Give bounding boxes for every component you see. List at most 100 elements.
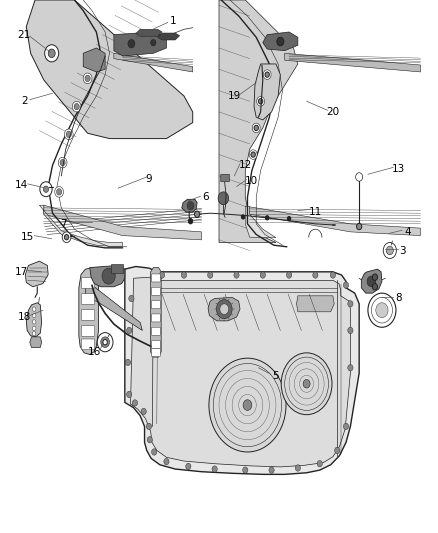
Polygon shape (90, 265, 125, 287)
Circle shape (32, 307, 36, 311)
Circle shape (159, 272, 165, 278)
Circle shape (348, 365, 353, 371)
Polygon shape (208, 297, 240, 321)
Circle shape (151, 39, 156, 46)
Circle shape (194, 211, 200, 217)
Polygon shape (44, 205, 201, 240)
Circle shape (343, 282, 349, 288)
Text: 20: 20 (326, 107, 339, 117)
Polygon shape (182, 199, 197, 212)
Polygon shape (83, 48, 105, 72)
FancyBboxPatch shape (81, 339, 95, 350)
Circle shape (32, 326, 36, 330)
FancyBboxPatch shape (152, 287, 160, 295)
Circle shape (286, 272, 292, 278)
Circle shape (241, 215, 245, 219)
Text: 1: 1 (170, 17, 177, 26)
Circle shape (97, 333, 113, 352)
Circle shape (101, 337, 110, 348)
Text: 14: 14 (14, 181, 28, 190)
Circle shape (252, 123, 260, 133)
Circle shape (127, 391, 132, 398)
Circle shape (343, 423, 349, 430)
Text: 6: 6 (202, 192, 209, 202)
Circle shape (243, 467, 248, 473)
Circle shape (55, 187, 64, 197)
Text: 4: 4 (404, 227, 411, 237)
Text: 2: 2 (21, 96, 28, 106)
FancyBboxPatch shape (81, 278, 95, 288)
Circle shape (83, 73, 92, 84)
Circle shape (386, 246, 393, 255)
Circle shape (43, 186, 49, 192)
Polygon shape (151, 268, 161, 357)
Circle shape (147, 437, 152, 443)
Circle shape (146, 423, 152, 430)
FancyBboxPatch shape (221, 174, 230, 182)
Circle shape (127, 327, 132, 334)
Text: 5: 5 (272, 371, 279, 381)
Circle shape (40, 182, 52, 197)
Circle shape (295, 465, 300, 471)
Circle shape (372, 284, 378, 290)
FancyBboxPatch shape (152, 314, 160, 322)
FancyBboxPatch shape (152, 327, 160, 335)
Circle shape (356, 173, 363, 181)
Text: 9: 9 (145, 174, 152, 183)
Polygon shape (85, 285, 142, 330)
Circle shape (128, 39, 135, 48)
Circle shape (209, 358, 286, 452)
Polygon shape (285, 53, 420, 72)
Circle shape (372, 274, 378, 280)
FancyBboxPatch shape (152, 349, 160, 357)
Circle shape (251, 152, 255, 157)
Circle shape (32, 320, 36, 324)
FancyBboxPatch shape (81, 326, 95, 336)
FancyBboxPatch shape (152, 274, 160, 282)
Circle shape (281, 353, 332, 415)
Polygon shape (263, 32, 298, 51)
Circle shape (335, 447, 340, 454)
Text: 19: 19 (228, 91, 241, 101)
Circle shape (152, 449, 157, 455)
Circle shape (303, 379, 310, 388)
Text: 8: 8 (395, 294, 402, 303)
Circle shape (376, 303, 388, 318)
Circle shape (249, 150, 257, 159)
Polygon shape (136, 29, 162, 36)
Text: 7: 7 (60, 219, 67, 229)
Polygon shape (26, 303, 42, 337)
Text: 17: 17 (14, 267, 28, 277)
Circle shape (368, 293, 396, 327)
Polygon shape (30, 337, 42, 348)
Text: 3: 3 (399, 246, 406, 255)
Circle shape (383, 243, 396, 259)
Polygon shape (131, 277, 350, 467)
Circle shape (186, 463, 191, 470)
Circle shape (287, 216, 291, 221)
Circle shape (64, 129, 73, 140)
Polygon shape (26, 0, 193, 139)
Circle shape (129, 295, 134, 302)
Circle shape (48, 49, 55, 58)
Circle shape (243, 400, 252, 410)
Polygon shape (125, 266, 359, 474)
Circle shape (317, 461, 322, 467)
Circle shape (254, 125, 258, 131)
FancyBboxPatch shape (152, 341, 160, 349)
Polygon shape (39, 205, 123, 246)
Polygon shape (361, 269, 382, 293)
Circle shape (181, 272, 187, 278)
Circle shape (258, 99, 263, 104)
Polygon shape (297, 296, 334, 312)
Circle shape (103, 340, 107, 345)
Circle shape (102, 268, 115, 284)
Circle shape (64, 235, 69, 240)
Polygon shape (114, 32, 166, 56)
Circle shape (66, 131, 71, 138)
Circle shape (277, 37, 284, 46)
Circle shape (313, 272, 318, 278)
Circle shape (132, 400, 138, 406)
Polygon shape (158, 33, 180, 40)
Circle shape (330, 272, 336, 278)
